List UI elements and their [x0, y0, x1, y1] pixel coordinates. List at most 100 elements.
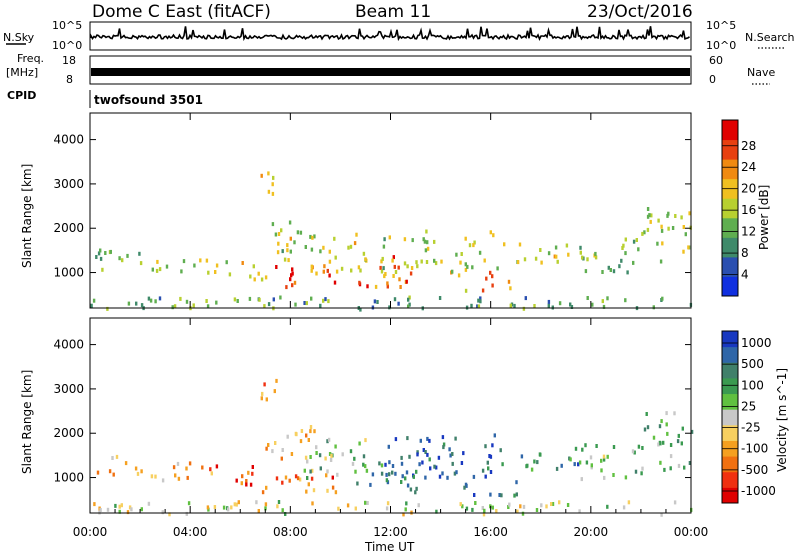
nsky-tick-top-right: 10^5 [706, 19, 736, 32]
echo-cell [612, 473, 615, 477]
echo-cell [257, 509, 260, 513]
echo-cell [207, 507, 210, 512]
echo-cell [556, 259, 559, 264]
echo-cell [158, 296, 162, 301]
echo-cell [326, 268, 329, 273]
y-tick-label: 2000 [53, 221, 84, 235]
echo-cell [373, 299, 377, 304]
y-tick-label: 4000 [53, 338, 84, 352]
echo-cell [264, 502, 268, 507]
echo-cell [335, 269, 339, 274]
echo-cell [325, 473, 328, 478]
echo-cell [471, 507, 474, 512]
echo-cell [376, 300, 379, 304]
colorbar-swatch [722, 377, 738, 395]
echo-cell [214, 270, 217, 274]
echo-cell [274, 232, 278, 237]
echo-cell [322, 298, 325, 303]
echo-cell [646, 207, 650, 211]
colorbar-tick-label: 12 [741, 225, 756, 239]
echo-cell [462, 451, 465, 456]
echo-cell [677, 463, 681, 468]
y-tick-label: 3000 [53, 382, 84, 396]
echo-cell [324, 297, 327, 302]
echo-cell [357, 265, 361, 270]
echo-cell [453, 471, 457, 476]
echo-cell [186, 475, 189, 480]
colorbar-swatch [722, 217, 738, 238]
echo-cell [455, 470, 458, 475]
echo-cell [503, 242, 506, 247]
echo-cell [380, 471, 384, 476]
echo-cell [118, 509, 121, 514]
nsky-label: N.Sky [3, 31, 35, 44]
echo-cell [280, 456, 283, 461]
echo-cell [140, 469, 143, 474]
echo-cell [333, 236, 336, 241]
y-tick-label: 1000 [53, 266, 84, 280]
colorbar-tick-label: -25 [741, 421, 761, 435]
echo-cell [423, 239, 427, 244]
echo-cell [364, 257, 367, 262]
echo-cell [233, 297, 237, 302]
echo-cell [489, 470, 493, 474]
nsearch-label: N.Search [745, 31, 795, 44]
colorbar-frame [721, 330, 739, 504]
echo-cell [288, 220, 292, 225]
echo-cell [545, 504, 548, 509]
power-y-axis: 1000 2000 3000 4000 [53, 133, 691, 280]
echo-cell [388, 305, 391, 310]
echo-cell [385, 478, 389, 483]
echo-cell [624, 237, 627, 242]
echo-cell [624, 251, 627, 256]
echo-cell [601, 299, 604, 304]
echo-cell [172, 465, 176, 470]
echo-cell [641, 446, 644, 450]
echo-cell [500, 493, 503, 498]
echo-cell [408, 454, 411, 459]
echo-cell [491, 274, 494, 279]
echo-cell [327, 299, 330, 304]
echo-cell [580, 477, 583, 482]
echo-cell [621, 246, 624, 250]
echo-cell [646, 214, 650, 219]
echo-cell [391, 258, 394, 263]
echo-cell [683, 465, 686, 470]
echo-cell [354, 469, 357, 474]
echo-cell [637, 444, 641, 449]
echo-cell [481, 288, 485, 293]
echo-cell [677, 433, 680, 438]
echo-cell [684, 232, 687, 237]
echo-cell [293, 240, 296, 245]
power-frame [89, 112, 692, 309]
echo-cell [264, 506, 267, 511]
echo-cell [483, 258, 486, 263]
echo-cell [522, 306, 526, 311]
echo-cell [277, 241, 280, 246]
echo-cell [201, 465, 204, 470]
echo-cell [632, 239, 636, 244]
echo-cell [299, 230, 303, 235]
echo-cell [489, 270, 492, 275]
echo-cell [594, 251, 597, 256]
echo-cell [138, 251, 141, 256]
echo-cell [241, 474, 244, 479]
velocity-echo-cells [93, 378, 694, 517]
echo-cell [355, 232, 358, 237]
echo-cell [185, 466, 188, 471]
echo-cell [442, 445, 445, 450]
echo-cell [276, 250, 280, 255]
echo-cell [248, 296, 252, 301]
echo-cell [437, 455, 441, 460]
echo-cell [465, 506, 469, 511]
colorbar-tick-label: 4 [741, 268, 749, 282]
echo-cell [525, 464, 528, 469]
freq-tick-top: 18 [62, 54, 76, 67]
echo-cell [533, 304, 536, 308]
echo-cell [407, 304, 410, 309]
echo-cell [394, 270, 398, 274]
echo-cell [667, 211, 670, 216]
echo-cell [422, 448, 425, 452]
echo-cell [533, 459, 536, 464]
echo-cell [547, 303, 550, 308]
